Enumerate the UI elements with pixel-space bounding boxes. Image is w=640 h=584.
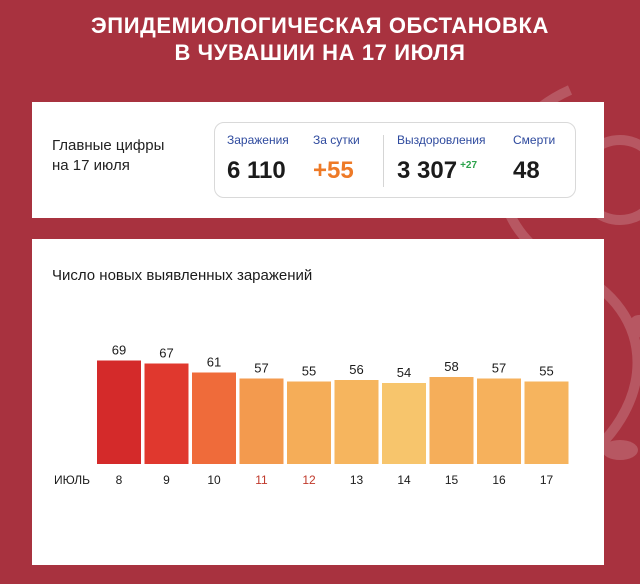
x-tick-label-12: 12 <box>302 473 316 487</box>
bar-value-label-8: 69 <box>112 343 126 358</box>
stats-panel: Заражения 6 110 За сутки +55 Выздоровлен… <box>214 122 576 198</box>
x-tick-label-10: 10 <box>207 473 221 487</box>
title-line-2: В ЧУВАШИИ НА 17 ИЮЛЯ <box>174 40 466 65</box>
bar-13 <box>334 380 379 464</box>
bar-value-label-13: 56 <box>349 362 363 377</box>
stat-recovered: Выздоровления 3 307 +27 <box>397 133 486 185</box>
title-line-1: ЭПИДЕМИОЛОГИЧЕСКАЯ ОБСТАНОВКА <box>91 13 549 38</box>
daily-caption: За сутки <box>313 133 360 147</box>
deaths-value: 48 <box>513 157 540 184</box>
bar-value-label-14: 54 <box>397 365 411 380</box>
x-tick-label-17: 17 <box>540 473 554 487</box>
new-infections-bar-chart: 69 8 67 9 61 10 57 11 55 12 56 13 54 14 58 15 57 16 55 17 ИЮ… <box>54 343 569 487</box>
daily-value: +55 <box>313 157 354 184</box>
x-tick-label-11: 11 <box>255 473 268 487</box>
stat-infections: Заражения 6 110 <box>227 133 289 185</box>
recovered-caption: Выздоровления <box>397 133 486 147</box>
bar-12 <box>287 381 331 464</box>
infections-caption: Заражения <box>227 133 289 147</box>
bar-17 <box>524 381 569 464</box>
x-tick-label-14: 14 <box>397 473 411 487</box>
bar-11 <box>239 378 284 464</box>
bar-value-label-12: 55 <box>302 364 316 379</box>
bar-value-label-17: 55 <box>539 364 553 379</box>
bar-value-label-15: 58 <box>444 359 458 374</box>
bar-15 <box>429 377 474 464</box>
key-figures-label-line-1: Главные цифры <box>52 137 165 154</box>
x-tick-label-13: 13 <box>350 473 364 487</box>
key-figures-label-line-2: на 17 июля <box>52 157 130 174</box>
recovered-value-row: 3 307 +27 <box>397 157 486 185</box>
infections-value: 6 110 <box>227 157 286 184</box>
key-figures-card: Главные цифры на 17 июля Заражения 6 110… <box>32 102 604 218</box>
bar-value-label-11: 57 <box>254 361 268 376</box>
bar-9 <box>144 363 189 464</box>
x-tick-label-15: 15 <box>445 473 459 487</box>
stat-daily: За сутки +55 <box>313 133 360 185</box>
recovered-value: 3 307 <box>397 157 458 184</box>
stat-deaths: Смерти 48 <box>513 133 555 185</box>
deaths-caption: Смерти <box>513 133 556 147</box>
stats-divider <box>383 135 384 187</box>
x-axis-month-label: ИЮЛЬ <box>54 473 90 487</box>
x-tick-label-9: 9 <box>163 473 170 487</box>
recovered-delta: +27 <box>460 160 478 171</box>
chart-card: Число новых выявленных заражений 69 8 67 9 6… <box>32 239 604 565</box>
x-tick-label-8: 8 <box>116 473 123 487</box>
bar-value-label-16: 57 <box>492 361 506 376</box>
x-tick-label-16: 16 <box>492 473 506 487</box>
bar-value-label-9: 67 <box>159 346 173 361</box>
chart-title: Число новых выявленных заражений <box>52 267 313 284</box>
bar-16 <box>477 378 521 464</box>
bar-8 <box>97 360 141 464</box>
bar-value-label-10: 61 <box>207 355 221 370</box>
bar-14 <box>382 383 426 464</box>
page-title: ЭПИДЕМИОЛОГИЧЕСКАЯ ОБСТАНОВКА В ЧУВАШИИ … <box>0 12 640 66</box>
bar-10 <box>192 372 236 464</box>
key-figures-label: Главные цифры на 17 июля <box>52 136 164 176</box>
